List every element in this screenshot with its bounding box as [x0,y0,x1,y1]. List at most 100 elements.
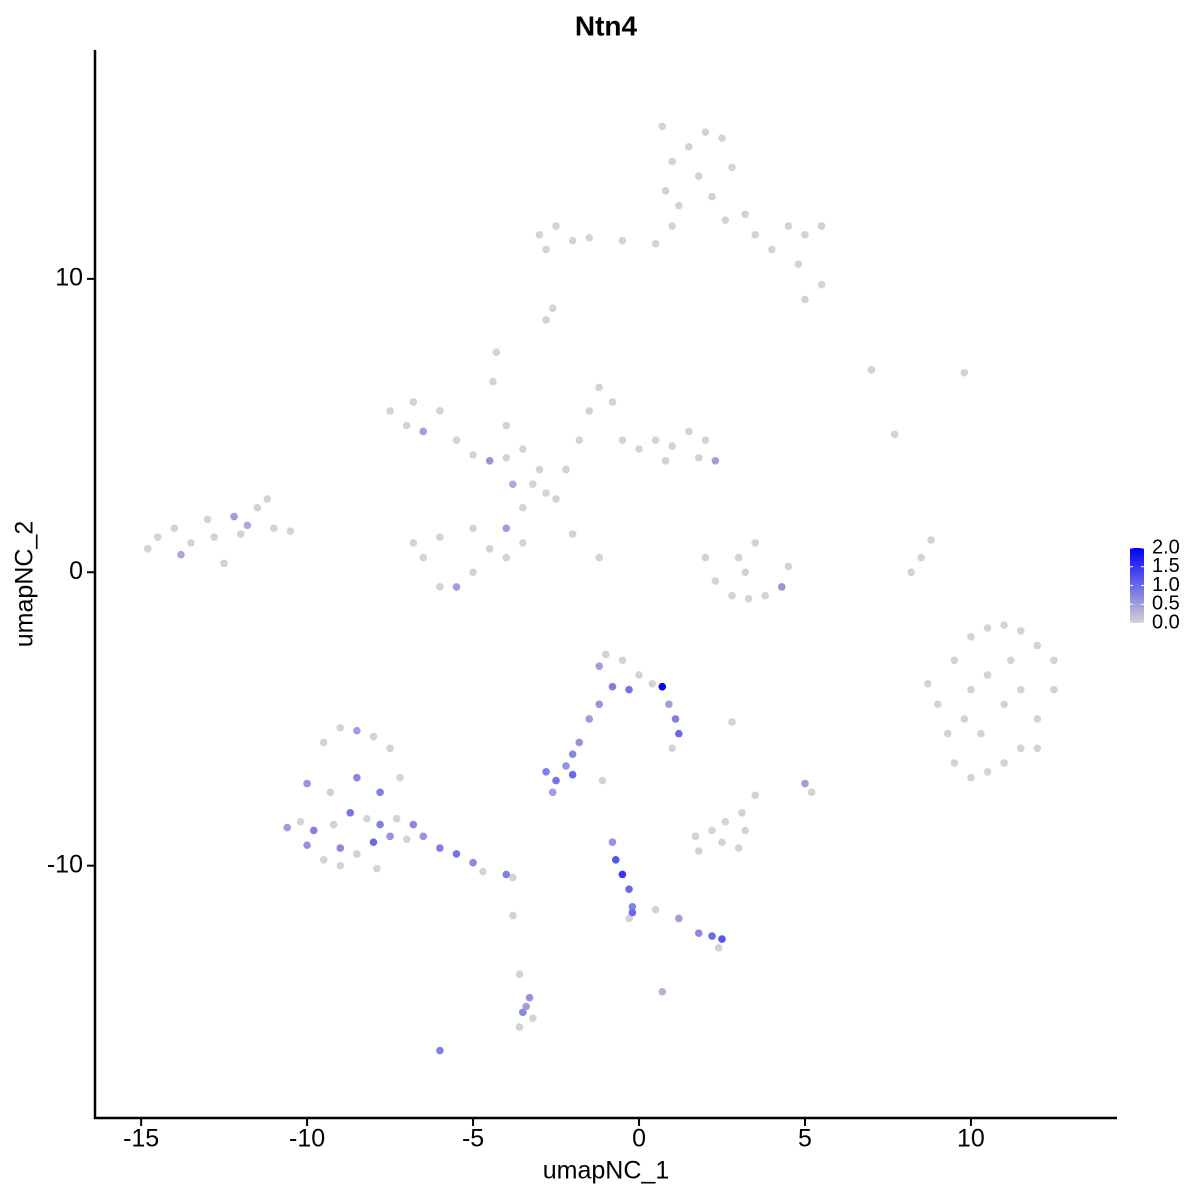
point [402,835,411,844]
point [436,407,444,415]
point [492,348,501,357]
point [711,577,720,585]
point [950,656,959,665]
point [635,445,643,453]
point [319,738,328,747]
point [419,553,428,562]
point [1006,656,1015,665]
point [386,744,394,753]
point [469,524,477,533]
point [648,679,657,688]
chart-title: Ntn4 [575,10,638,41]
point [718,935,726,943]
point [721,216,730,224]
point [661,456,670,465]
point [376,788,384,797]
point [552,222,560,230]
point [728,163,736,172]
point [548,304,557,312]
point [694,847,703,855]
point [1000,700,1008,709]
point [917,553,925,562]
point [694,172,703,180]
point [270,524,278,533]
point [436,844,444,852]
point [469,568,477,577]
point [628,902,637,911]
point [751,539,760,547]
point [983,671,992,679]
point [548,788,557,797]
point [777,583,786,591]
point [751,231,760,239]
point [153,533,162,541]
point [502,870,511,879]
point [618,236,627,245]
point [744,594,753,603]
point [801,779,809,788]
point [525,993,534,1002]
point [675,201,683,210]
point [651,905,660,914]
point [436,533,444,541]
point [409,820,418,829]
point [243,521,252,530]
point [608,398,617,406]
point [671,715,680,723]
point [1050,656,1058,665]
point [515,970,524,979]
point [967,773,975,782]
point [353,773,361,782]
point [452,850,461,858]
point [562,465,570,474]
point [977,729,985,738]
point [924,679,932,688]
point [529,480,537,489]
point [625,885,633,893]
y-tick-label: 10 [55,263,83,291]
point [177,550,185,559]
point [562,762,570,770]
point [336,723,345,732]
point [608,682,617,691]
point [668,222,677,230]
point [392,814,401,823]
point [741,210,750,219]
point [236,530,245,538]
point [867,366,876,374]
point [983,767,992,776]
x-tick-label: -10 [289,1125,325,1153]
point [734,553,743,562]
point [708,826,716,835]
point [509,911,517,920]
point [907,568,916,577]
point [701,553,710,562]
point [515,1023,524,1031]
point [721,817,730,826]
point [502,553,511,562]
point [143,544,152,553]
point [585,407,594,415]
x-tick-label: -15 [123,1125,159,1153]
point [485,456,494,465]
point [625,685,633,694]
point [386,407,394,415]
point [336,844,345,852]
point [943,729,952,738]
point [319,856,328,864]
point [658,682,667,691]
point [967,633,975,641]
y-tick-label: -10 [47,850,83,878]
point [598,776,607,785]
point [220,559,228,568]
y-tick-label: 0 [69,557,83,585]
point [950,759,959,767]
point [585,715,594,723]
point [402,421,411,430]
point [502,454,511,462]
point [409,539,418,547]
point [983,624,992,632]
point [436,1046,444,1055]
point [711,456,720,465]
point [675,914,683,923]
